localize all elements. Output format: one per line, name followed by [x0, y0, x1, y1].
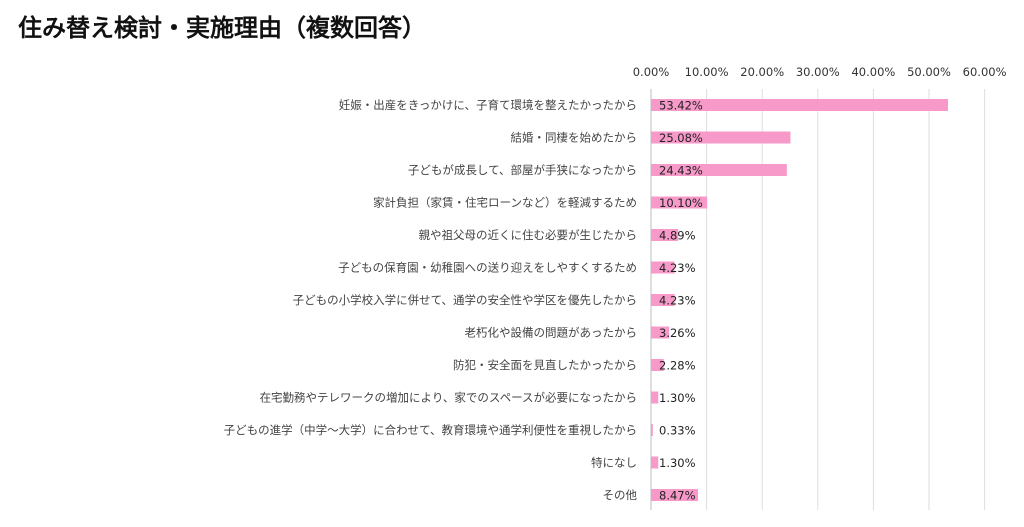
category-label: 子どもが成長して、部屋が手狭になったから [408, 163, 637, 177]
category-label: 家計負担（家賃・住宅ローンなど）を軽減するため [373, 196, 637, 210]
bar [651, 229, 679, 241]
bar [651, 359, 664, 371]
category-label: 子どもの進学（中学〜大学）に合わせて、教育環境や通学利便性を重視したから [224, 423, 637, 437]
x-tick-label: 20.00% [740, 65, 784, 79]
x-tick-label: 30.00% [796, 65, 840, 79]
bar [651, 131, 791, 144]
x-axis-tick-labels: 0.00% 10.00% 20.00% 30.00% 40.00% 50.00% 60.00… [633, 65, 1007, 79]
data-label: 24.43% [659, 164, 703, 178]
chart-title: 住み替え検討・実施理由（複数回答） [18, 14, 426, 42]
category-label: 防犯・安全面を見直したかったから [453, 358, 637, 372]
data-label: 1.30% [659, 456, 696, 470]
category-label: 特になし [591, 456, 637, 470]
x-tick-label: 0.00% [633, 65, 670, 79]
bar [651, 294, 675, 306]
bar [651, 196, 708, 209]
x-tick-label: 10.00% [685, 65, 729, 79]
category-label: 結婚・同棲を始めたから [511, 131, 638, 145]
category-labels: 妊娠・出産をきっかけに、子育て環境を整えたかったから結婚・同棲を始めたから子ども… [224, 98, 638, 502]
data-label: 25.08% [659, 131, 703, 145]
bars [651, 99, 949, 501]
x-tick-label: 50.00% [907, 65, 951, 79]
category-label: その他 [603, 488, 638, 502]
data-label: 4.23% [659, 261, 696, 275]
data-label: 10.10% [659, 196, 703, 210]
data-label: 8.47% [659, 489, 696, 503]
bar [651, 164, 787, 176]
data-label: 0.33% [659, 424, 696, 438]
bar [651, 456, 659, 469]
category-label: 子どもの保育園・幼稚園への送り迎えをしやすくするため [338, 261, 637, 275]
category-label: 在宅勤務やテレワークの増加により、家でのスペースが必要になったから [260, 391, 637, 405]
bar [651, 424, 653, 436]
category-label: 妊娠・出産をきっかけに、子育て環境を整えたかったから [339, 98, 637, 112]
category-label: 子どもの小学校入学に併せて、通学の安全性や学区を優先したから [293, 293, 637, 307]
bar [651, 261, 675, 274]
category-label: 老朽化や設備の問題があったから [465, 326, 638, 340]
data-label: 53.42% [659, 99, 703, 113]
data-label: 2.28% [659, 359, 696, 373]
x-tick-label: 40.00% [851, 65, 895, 79]
x-tick-label: 60.00% [963, 65, 1007, 79]
bar [651, 99, 949, 111]
category-label: 親や祖父母の近くに住む必要が生じたから [419, 228, 638, 242]
bar [651, 326, 670, 339]
data-label: 4.89% [659, 229, 696, 243]
data-label: 1.30% [659, 391, 696, 405]
bar [651, 489, 699, 501]
grid-lines [650, 89, 986, 510]
bar [651, 391, 659, 404]
data-label: 4.23% [659, 294, 696, 308]
data-label: 3.26% [659, 326, 696, 340]
data-labels: 53.42% 25.08% 24.43% 10.10% 4.89% 4.23% 4.23% 3… [659, 99, 703, 503]
